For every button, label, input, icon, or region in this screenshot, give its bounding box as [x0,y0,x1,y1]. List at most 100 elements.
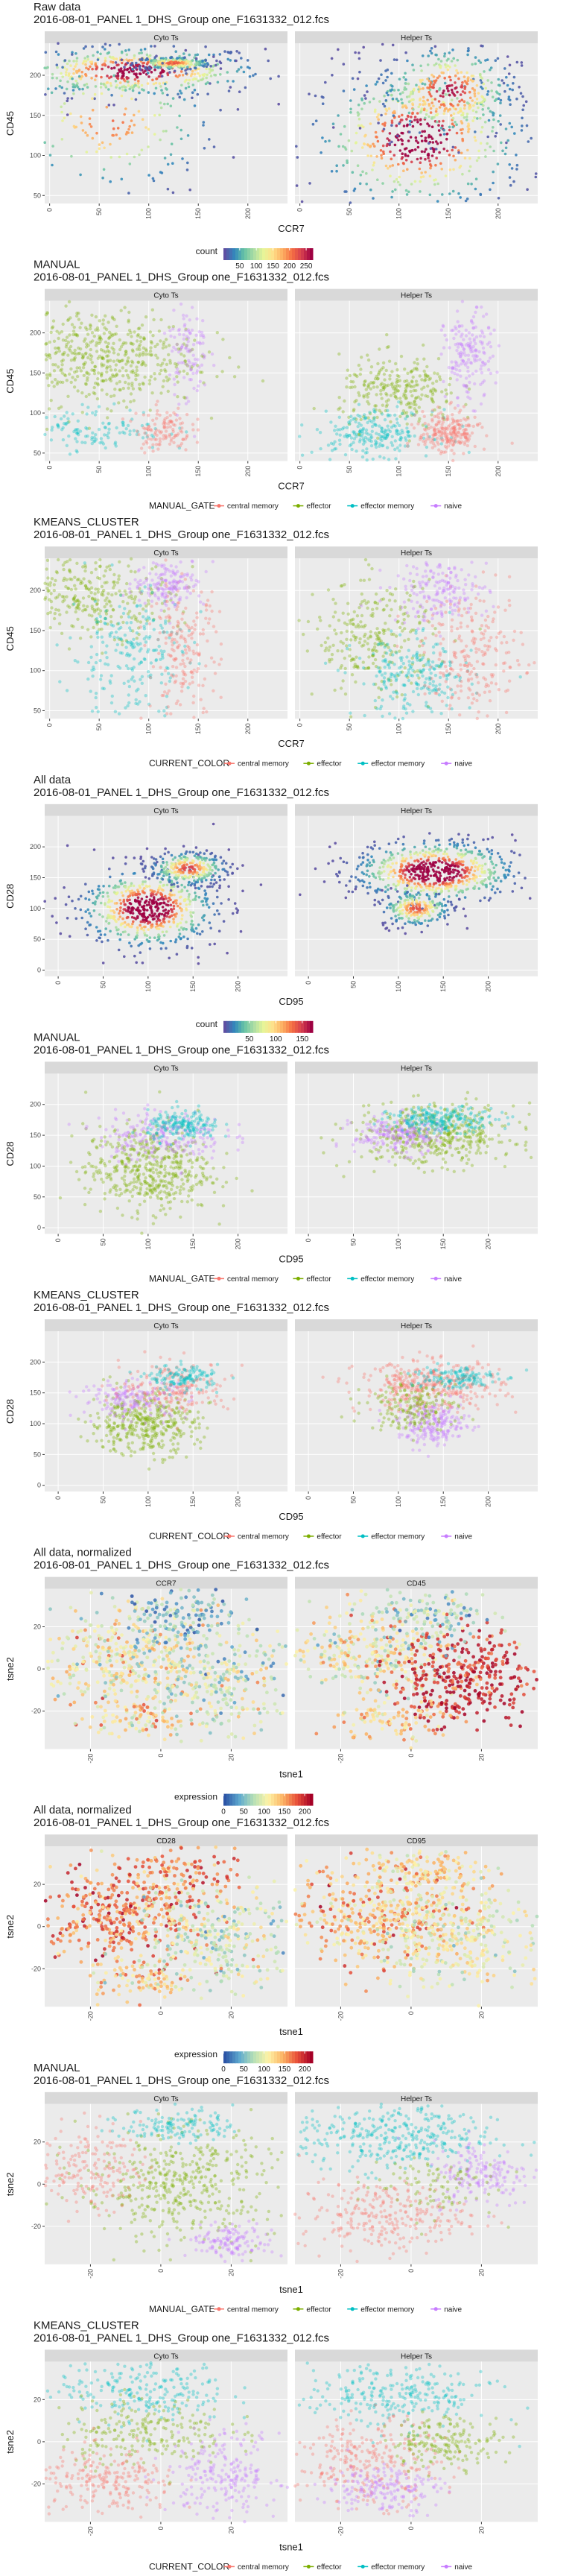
data-point [133,679,136,683]
data-point [439,60,443,63]
data-point [68,333,72,337]
data-point [103,146,106,150]
data-point [123,113,126,116]
data-point [138,91,141,95]
data-point [130,384,134,388]
data-point [72,602,76,606]
data-point [154,572,158,576]
data-point [378,424,381,428]
data-point [76,603,80,607]
data-point [439,127,443,130]
data-point [183,644,187,648]
data-point [110,67,113,70]
data-point [398,92,402,95]
data-point [479,75,483,79]
data-point [191,371,195,375]
data-point [75,63,78,66]
data-point [453,371,457,376]
data-point [375,374,378,379]
data-point [127,310,131,315]
data-point [390,93,393,97]
data-point [90,77,93,80]
data-point [54,87,57,90]
data-point [147,602,150,606]
data-point [471,326,476,330]
data-point [118,651,122,654]
data-point [400,429,404,432]
data-point [416,112,419,115]
data-point [346,602,350,605]
data-point [144,635,148,639]
data-point [423,150,426,154]
data-point [210,590,214,594]
data-point [98,143,101,146]
data-point [375,607,379,610]
data-point [90,669,94,672]
data-point [123,66,126,69]
data-point [463,350,466,355]
data-point [212,145,216,148]
data-point [363,101,366,105]
data-point [212,55,215,58]
data-point [440,71,443,75]
data-point [174,565,178,569]
data-point [401,101,404,105]
data-point [445,137,448,141]
data-point [140,675,144,678]
data-point [390,382,394,385]
data-point [431,382,435,385]
data-point [435,62,438,66]
data-point [366,90,369,93]
data-point [399,354,404,359]
data-point [166,422,171,426]
data-point [456,396,460,400]
data-point [193,628,197,631]
data-point [174,580,177,584]
data-point [473,116,476,119]
data-point [139,339,143,344]
data-point [435,89,439,93]
data-point [130,641,134,645]
data-point [374,130,378,134]
data-point [337,407,340,411]
data-point [362,643,366,647]
data-point [204,603,209,607]
data-point [120,94,124,98]
data-point [120,69,123,72]
data-point [124,341,128,345]
data-point [100,388,104,392]
data-point [521,108,524,112]
data-point [407,660,411,663]
data-point [358,394,361,397]
data-point [392,391,395,395]
data-point [95,602,99,607]
data-point [419,157,422,160]
data-point [109,701,114,705]
data-point [401,612,405,616]
data-point [131,68,134,71]
data-point [65,87,69,91]
data-point [404,82,407,85]
data-point [397,89,400,92]
data-point [435,54,438,57]
data-point [102,168,106,171]
data-point [466,53,469,57]
data-point [180,344,185,347]
data-point [54,346,57,350]
data-point [159,138,162,142]
data-point [482,104,485,107]
data-point [179,70,183,73]
data-point [82,373,86,377]
data-point [122,399,126,403]
data-point [483,351,486,356]
data-point [420,393,424,397]
data-point [83,83,86,87]
data-point [442,379,445,384]
data-point [448,432,453,435]
data-point [182,354,186,358]
data-point [209,75,213,78]
colorbar-segment [256,248,260,260]
data-point [386,643,390,646]
data-point [455,378,459,382]
data-point [468,706,471,710]
